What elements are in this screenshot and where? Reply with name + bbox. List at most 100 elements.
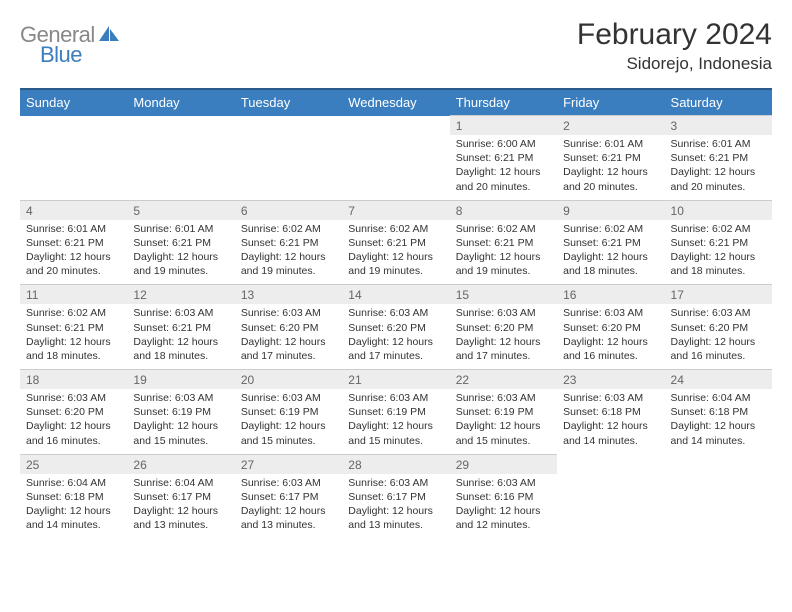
day-header: Saturday [665,89,772,116]
day-number-cell: 29 [450,454,557,474]
day-number-cell: 2 [557,116,664,136]
sunrise-text: Sunrise: 6:01 AM [133,222,228,236]
day-number-cell: 21 [342,370,449,390]
day-number-cell [127,116,234,136]
day-detail-cell: Sunrise: 6:03 AMSunset: 6:16 PMDaylight:… [450,474,557,539]
sunset-text: Sunset: 6:17 PM [241,490,336,504]
day-number-cell: 27 [235,454,342,474]
sunrise-text: Sunrise: 6:03 AM [241,306,336,320]
sunrise-text: Sunrise: 6:03 AM [348,476,443,490]
day-number-cell: 24 [665,370,772,390]
day-number-cell: 3 [665,116,772,136]
day-detail-cell [20,135,127,200]
sunset-text: Sunset: 6:21 PM [241,236,336,250]
day-detail-cell: Sunrise: 6:03 AMSunset: 6:21 PMDaylight:… [127,304,234,369]
day-detail-cell: Sunrise: 6:04 AMSunset: 6:17 PMDaylight:… [127,474,234,539]
sunset-text: Sunset: 6:21 PM [133,321,228,335]
sunset-text: Sunset: 6:21 PM [456,236,551,250]
sunrise-text: Sunrise: 6:02 AM [456,222,551,236]
sunset-text: Sunset: 6:20 PM [563,321,658,335]
daylight-text: Daylight: 12 hours and 19 minutes. [133,250,228,278]
day-number-cell: 10 [665,200,772,220]
daylight-text: Daylight: 12 hours and 15 minutes. [241,419,336,447]
sunset-text: Sunset: 6:21 PM [671,236,766,250]
day-detail-cell: Sunrise: 6:02 AMSunset: 6:21 PMDaylight:… [342,220,449,285]
day-detail-cell: Sunrise: 6:03 AMSunset: 6:19 PMDaylight:… [342,389,449,454]
day-header: Sunday [20,89,127,116]
sunrise-text: Sunrise: 6:03 AM [348,391,443,405]
sunrise-text: Sunrise: 6:02 AM [563,222,658,236]
day-detail-cell: Sunrise: 6:02 AMSunset: 6:21 PMDaylight:… [450,220,557,285]
calendar-page: General Blue February 2024 Sidorejo, Ind… [0,0,792,538]
day-number-cell: 23 [557,370,664,390]
day-detail-cell: Sunrise: 6:01 AMSunset: 6:21 PMDaylight:… [665,135,772,200]
day-detail-cell: Sunrise: 6:02 AMSunset: 6:21 PMDaylight:… [235,220,342,285]
sunset-text: Sunset: 6:20 PM [456,321,551,335]
day-number-cell: 19 [127,370,234,390]
sunset-text: Sunset: 6:20 PM [671,321,766,335]
day-detail-cell: Sunrise: 6:02 AMSunset: 6:21 PMDaylight:… [665,220,772,285]
daylight-text: Daylight: 12 hours and 19 minutes. [241,250,336,278]
daylight-text: Daylight: 12 hours and 20 minutes. [671,165,766,193]
sunrise-text: Sunrise: 6:03 AM [133,391,228,405]
day-detail-cell: Sunrise: 6:03 AMSunset: 6:20 PMDaylight:… [20,389,127,454]
day-number-cell: 11 [20,285,127,305]
day-detail-cell: Sunrise: 6:03 AMSunset: 6:20 PMDaylight:… [665,304,772,369]
sunrise-text: Sunrise: 6:03 AM [456,476,551,490]
day-detail-cell: Sunrise: 6:03 AMSunset: 6:20 PMDaylight:… [342,304,449,369]
day-number-cell: 25 [20,454,127,474]
sunset-text: Sunset: 6:20 PM [241,321,336,335]
sunset-text: Sunset: 6:18 PM [26,490,121,504]
sunrise-text: Sunrise: 6:02 AM [671,222,766,236]
daylight-text: Daylight: 12 hours and 15 minutes. [133,419,228,447]
daylight-text: Daylight: 12 hours and 18 minutes. [563,250,658,278]
day-number-cell: 12 [127,285,234,305]
daynum-row: 2526272829 [20,454,772,474]
day-number-cell [20,116,127,136]
sunset-text: Sunset: 6:21 PM [671,151,766,165]
daylight-text: Daylight: 12 hours and 19 minutes. [348,250,443,278]
sunset-text: Sunset: 6:21 PM [26,321,121,335]
daylight-text: Daylight: 12 hours and 15 minutes. [348,419,443,447]
sunrise-text: Sunrise: 6:03 AM [133,306,228,320]
day-number-cell [342,116,449,136]
brand-part2: Blue [40,42,82,67]
day-detail-cell: Sunrise: 6:03 AMSunset: 6:19 PMDaylight:… [450,389,557,454]
day-detail-cell: Sunrise: 6:04 AMSunset: 6:18 PMDaylight:… [20,474,127,539]
day-detail-cell: Sunrise: 6:01 AMSunset: 6:21 PMDaylight:… [127,220,234,285]
daylight-text: Daylight: 12 hours and 16 minutes. [671,335,766,363]
sunset-text: Sunset: 6:21 PM [563,236,658,250]
day-header: Friday [557,89,664,116]
day-detail-cell: Sunrise: 6:01 AMSunset: 6:21 PMDaylight:… [557,135,664,200]
daynum-row: 18192021222324 [20,370,772,390]
daynum-row: 11121314151617 [20,285,772,305]
detail-row: Sunrise: 6:02 AMSunset: 6:21 PMDaylight:… [20,304,772,369]
sunset-text: Sunset: 6:21 PM [563,151,658,165]
daylight-text: Daylight: 12 hours and 18 minutes. [133,335,228,363]
day-detail-cell: Sunrise: 6:04 AMSunset: 6:18 PMDaylight:… [665,389,772,454]
day-number-cell: 7 [342,200,449,220]
sunset-text: Sunset: 6:21 PM [133,236,228,250]
daylight-text: Daylight: 12 hours and 14 minutes. [26,504,121,532]
day-number-cell: 22 [450,370,557,390]
sunrise-text: Sunrise: 6:03 AM [563,391,658,405]
day-header: Wednesday [342,89,449,116]
day-number-cell: 20 [235,370,342,390]
daylight-text: Daylight: 12 hours and 13 minutes. [348,504,443,532]
daylight-text: Daylight: 12 hours and 17 minutes. [241,335,336,363]
day-number-cell: 15 [450,285,557,305]
day-header: Thursday [450,89,557,116]
daylight-text: Daylight: 12 hours and 18 minutes. [671,250,766,278]
day-number-cell: 17 [665,285,772,305]
daylight-text: Daylight: 12 hours and 16 minutes. [563,335,658,363]
logo-sail-icon [98,25,120,43]
detail-row: Sunrise: 6:00 AMSunset: 6:21 PMDaylight:… [20,135,772,200]
day-number-cell [235,116,342,136]
daylight-text: Daylight: 12 hours and 14 minutes. [671,419,766,447]
day-number-cell: 4 [20,200,127,220]
day-detail-cell: Sunrise: 6:03 AMSunset: 6:19 PMDaylight:… [127,389,234,454]
day-detail-cell: Sunrise: 6:03 AMSunset: 6:17 PMDaylight:… [235,474,342,539]
sunrise-text: Sunrise: 6:02 AM [26,306,121,320]
sunset-text: Sunset: 6:21 PM [456,151,551,165]
daylight-text: Daylight: 12 hours and 13 minutes. [241,504,336,532]
